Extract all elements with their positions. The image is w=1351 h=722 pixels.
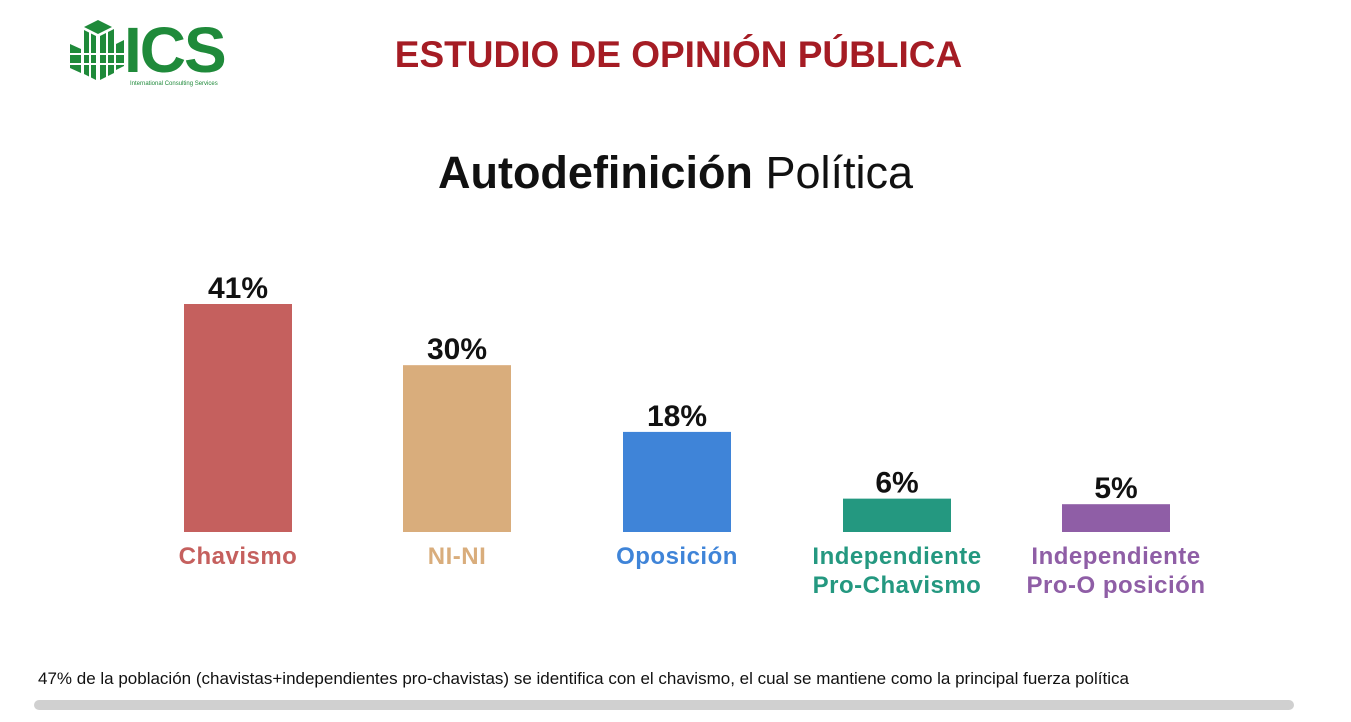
value-label-oposicion: 18% (647, 400, 707, 433)
footnote: 47% de la población (chavistas+independi… (38, 669, 1129, 688)
value-label-independiente-pro-chavismo: 6% (875, 467, 918, 500)
value-label-ni-ni: 30% (427, 333, 487, 366)
category-label-chavismo: Chavismo (179, 543, 298, 570)
logo-subtitle: International Consulting Services (130, 81, 218, 87)
page-title: ESTUDIO DE OPINIÓN PÚBLICA (394, 34, 963, 75)
category-label-independiente-pro-chavismo: Pro-Chavismo (813, 572, 982, 599)
chart-title: Autodefinición Política (0, 147, 1351, 199)
category-label-independiente-pro-chavismo: Independiente (812, 543, 981, 570)
value-label-chavismo: 41% (208, 272, 268, 305)
logo-cube-icon (68, 20, 126, 84)
category-label-independiente-pro-o-posicion: Pro-O posición (1026, 572, 1205, 599)
bar-oposicion (623, 431, 731, 532)
bar-independiente-pro-chavismo (843, 498, 951, 532)
horizontal-scrollbar[interactable] (34, 700, 1294, 710)
chart-title-regular: Política (752, 147, 914, 198)
ics-logo: ICS International Consulting Services (68, 18, 228, 94)
bar-ni-ni (403, 365, 511, 532)
bar-chavismo (184, 304, 292, 532)
value-label-independiente-pro-o-posicion: 5% (1094, 472, 1137, 505)
bar-independiente-pro-o-posicion (1062, 504, 1170, 532)
bar-chart: 41% Chavismo 30% NI-NI 18% Oposición 6% Indepen… (179, 272, 1205, 599)
category-label-independiente-pro-o-posicion: Independiente (1031, 543, 1200, 570)
category-label-oposicion: Oposición (616, 543, 738, 570)
logo-text: ICS (124, 14, 227, 86)
chart-title-bold: Autodefinición (437, 147, 753, 198)
category-label-ni-ni: NI-NI (428, 543, 487, 570)
